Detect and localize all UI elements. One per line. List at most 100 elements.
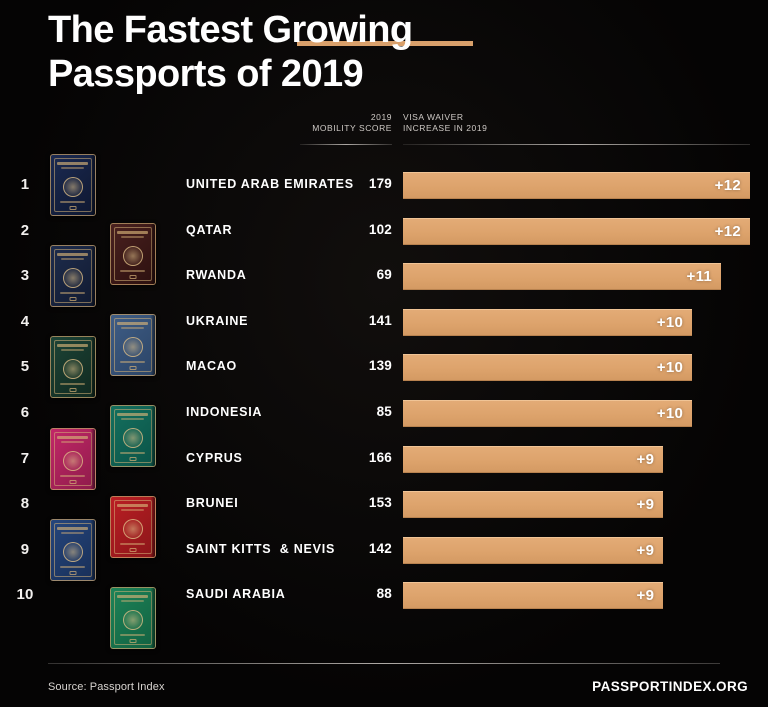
- country-name: QATAR: [186, 222, 233, 237]
- rank-number: 8: [20, 495, 30, 513]
- footer-source-text: Source: Passport Index: [48, 681, 165, 693]
- column-header-visa-waiver: VISA WAIVER INCREASE IN 2019: [403, 112, 603, 134]
- visa-waiver-bar[interactable]: +10: [403, 354, 693, 382]
- bar-value-label: +9: [636, 541, 655, 559]
- bar-track: +10: [403, 308, 750, 336]
- macao-passport: [50, 336, 96, 399]
- table-row[interactable]: 3 RWANDA 69 +11: [0, 255, 768, 301]
- table-row[interactable]: 8 BRUNEI 153 +9: [0, 483, 768, 529]
- passport-biometric-chip-icon: [69, 570, 77, 575]
- bar-track: +10: [403, 354, 750, 382]
- passport-emblem-icon: [123, 519, 143, 540]
- table-row[interactable]: 2 QATAR 102 +12: [0, 210, 768, 256]
- passport-bottom-text: [120, 543, 145, 546]
- passport-spine: [91, 519, 95, 580]
- visa-waiver-bar[interactable]: +10: [403, 400, 693, 427]
- country-name: INDONESIA: [186, 405, 263, 419]
- visa-waiver-bar[interactable]: +9: [403, 491, 664, 519]
- passport-country-text: [57, 253, 88, 257]
- visa-waiver-bar[interactable]: +10: [403, 308, 693, 336]
- visa-waiver-bar[interactable]: +12: [403, 217, 750, 245]
- table-row[interactable]: 5 MACAO 139 +10: [0, 346, 768, 392]
- passport-emblem-icon: [63, 177, 83, 197]
- passport-biometric-chip-icon: [129, 365, 137, 370]
- passport-subtitle-text: [121, 418, 144, 420]
- passport-biometric-chip-icon: [129, 457, 137, 461]
- table-row[interactable]: 10 SAUDI ARABIA 88 +9: [0, 574, 768, 620]
- passport-subtitle-text: [61, 258, 84, 261]
- bar-value-label: +9: [636, 587, 655, 605]
- country-name: MACAO: [186, 359, 237, 374]
- passport-bottom-text: [120, 452, 145, 454]
- country-name: SAINT KITTS & NEVIS: [186, 541, 336, 556]
- passport-biometric-chip-icon: [129, 639, 137, 644]
- table-row[interactable]: 1 UNITED ARAB EMIRATES 179 +12: [0, 164, 768, 210]
- united-arab-emirates-passport: [50, 154, 96, 216]
- column-header-mobility-label: MOBILITY SCORE: [312, 123, 392, 133]
- cyprus-passport: [50, 427, 96, 490]
- rank-number: 10: [16, 586, 34, 604]
- passport-subtitle-text: [121, 600, 144, 603]
- passport-subtitle-text: [121, 326, 144, 329]
- passport-emblem-icon: [123, 428, 143, 448]
- passport-spine: [91, 155, 95, 215]
- passport-subtitle-text: [61, 531, 84, 534]
- ukraine-passport: [110, 313, 156, 376]
- rank-number: 4: [20, 312, 30, 330]
- passport-bottom-text: [60, 201, 85, 203]
- mobility-score-value: 102: [368, 221, 392, 237]
- passport-emblem-icon: [123, 336, 143, 357]
- passport-country-text: [117, 504, 148, 508]
- saudi-arabia-passport: [110, 587, 156, 650]
- table-row[interactable]: 7 CYPRUS 166 +9: [0, 438, 768, 484]
- passport-biometric-chip-icon: [69, 297, 77, 302]
- passport-emblem-icon: [63, 541, 83, 562]
- passport-country-text: [57, 435, 88, 439]
- bar-track: +12: [403, 217, 750, 245]
- table-row[interactable]: 6 INDONESIA 85 +10: [0, 392, 768, 438]
- passport-bottom-text: [60, 292, 85, 295]
- passport-biometric-chip-icon: [129, 548, 137, 553]
- bar-value-label: +12: [714, 222, 741, 240]
- visa-waiver-bar[interactable]: +12: [403, 172, 750, 199]
- passport-biometric-chip-icon: [69, 388, 77, 393]
- mobility-score-value: 179: [368, 176, 392, 191]
- rank-number: 2: [20, 221, 30, 239]
- page-title-prefix: The Fastest: [48, 9, 263, 51]
- country-name: UNITED ARAB EMIRATES: [186, 177, 354, 191]
- mobility-score-value: 142: [368, 540, 392, 556]
- passport-bottom-text: [120, 360, 145, 363]
- rank-number: 6: [20, 404, 30, 421]
- header-divider-waiver: [403, 144, 750, 145]
- passport-bottom-text: [120, 269, 145, 272]
- passport-spine: [91, 337, 95, 398]
- passport-spine: [151, 588, 155, 649]
- passport-emblem-icon: [63, 359, 83, 380]
- column-header-mobility-year: 2019: [370, 112, 392, 122]
- visa-waiver-bar[interactable]: +9: [403, 536, 664, 564]
- mobility-score-value: 153: [368, 495, 392, 511]
- passport-country-text: [117, 230, 148, 234]
- visa-waiver-bar[interactable]: +11: [403, 263, 722, 291]
- brunei-passport: [110, 496, 156, 559]
- passport-bottom-text: [120, 634, 145, 637]
- table-row[interactable]: 9 SAINT KITTS & NEVIS 142 +9: [0, 529, 768, 575]
- passport-subtitle-text: [121, 235, 144, 238]
- bar-value-label: +10: [656, 359, 684, 377]
- bar-value-label: +9: [636, 450, 655, 468]
- passport-country-text: [117, 413, 148, 416]
- bar-track: +11: [403, 263, 750, 291]
- table-row[interactable]: 4 UKRAINE 141 +10: [0, 301, 768, 347]
- passport-emblem-icon: [123, 610, 143, 631]
- passport-bottom-text: [60, 474, 85, 477]
- country-name: BRUNEI: [186, 496, 239, 511]
- bar-track: +12: [403, 172, 750, 199]
- visa-waiver-bar[interactable]: +9: [403, 445, 664, 473]
- bar-value-label: +10: [656, 405, 684, 422]
- passport-spine: [91, 428, 95, 489]
- visa-waiver-bar[interactable]: +9: [403, 582, 664, 610]
- header-divider-mobility: [300, 144, 392, 145]
- passport-biometric-chip-icon: [69, 206, 77, 210]
- title-highlight-underline: [297, 41, 473, 46]
